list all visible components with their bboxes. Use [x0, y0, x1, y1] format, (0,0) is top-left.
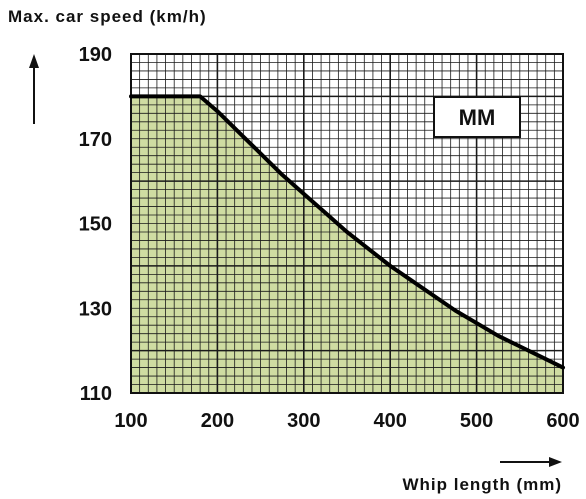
x-tick-label: 600 — [546, 410, 579, 432]
y-tick-label: 110 — [80, 383, 112, 405]
x-tick-label: 500 — [460, 410, 493, 432]
y-tick-label: 190 — [79, 44, 112, 66]
plot-frame — [130, 53, 564, 394]
x-axis-title: Whip length (mm) — [402, 475, 562, 494]
y-tick-label: 130 — [79, 298, 112, 320]
y-tick-label: 170 — [79, 129, 112, 151]
x-tick-label: 100 — [114, 410, 147, 432]
mm-annotation-label: MM — [459, 105, 496, 130]
grid — [131, 54, 563, 393]
x-tick-labels: 100 200 300 400 500 600 — [114, 410, 579, 432]
x-axis-arrow — [500, 457, 562, 467]
mm-annotation-box — [433, 96, 521, 138]
x-tick-label: 400 — [374, 410, 407, 432]
x-tick-label: 300 — [287, 410, 320, 432]
y-tick-labels: 110 130 150 170 190 — [79, 44, 112, 405]
y-tick-label: 150 — [79, 214, 112, 236]
speed-limit-curve — [129, 94, 565, 370]
y-axis-title: Max. car speed (km/h) — [8, 7, 207, 26]
y-axis-arrow — [29, 54, 39, 124]
x-tick-label: 200 — [201, 410, 234, 432]
mm-annotation: MM — [433, 96, 521, 138]
